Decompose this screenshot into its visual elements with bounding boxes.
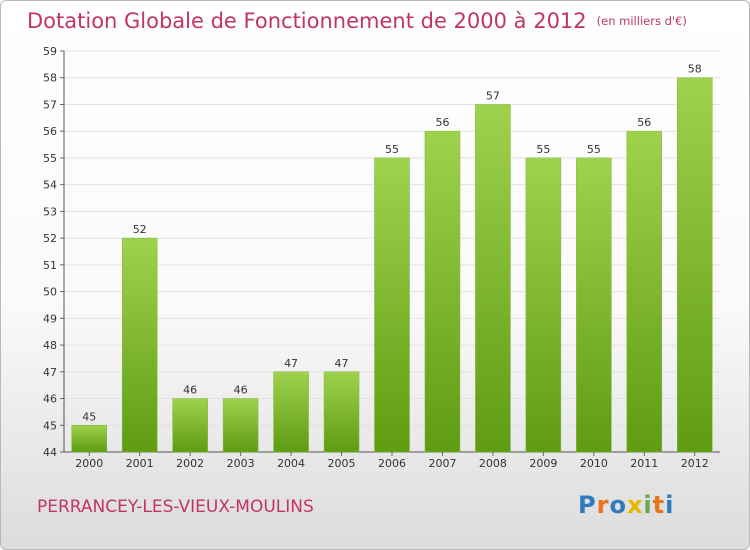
bar-2003: [222, 398, 259, 453]
y-tick-label: 59: [43, 45, 57, 58]
bar-2006: [374, 157, 410, 453]
bar-2007: [424, 130, 461, 453]
y-tick-label: 53: [43, 205, 57, 218]
y-tick-label: 58: [43, 72, 57, 85]
chart-title: Dotation Globale de Fonctionnement de 20…: [27, 9, 687, 33]
bar-2010: [576, 157, 612, 453]
bar-2009: [525, 157, 562, 453]
bar-2004: [273, 371, 309, 453]
bar-2001: [121, 237, 158, 453]
y-tick-label: 47: [43, 366, 57, 379]
x-tick-label-2003: 2003: [227, 457, 255, 470]
value-label-2005: 47: [335, 357, 349, 370]
y-tick-label: 57: [43, 98, 57, 111]
y-tick-label: 44: [43, 446, 57, 459]
bar-2000: [71, 425, 107, 453]
x-tick-label-2012: 2012: [681, 457, 709, 470]
value-label-2001: 52: [133, 223, 147, 236]
x-tick-label-2002: 2002: [176, 457, 204, 470]
x-tick-label-2011: 2011: [630, 457, 658, 470]
value-label-2003: 46: [234, 384, 248, 397]
y-tick-label: 49: [43, 312, 57, 325]
y-tick-label: 51: [43, 259, 57, 272]
bar-2005: [323, 371, 360, 453]
x-tick-label-2006: 2006: [378, 457, 406, 470]
y-tick-label: 46: [43, 393, 57, 406]
x-tick-label-2008: 2008: [479, 457, 507, 470]
y-tick-label: 45: [43, 419, 57, 432]
y-tick-label: 48: [43, 339, 57, 352]
bar-2008: [475, 104, 511, 453]
bar-2002: [172, 398, 208, 453]
y-tick-label: 55: [43, 152, 57, 165]
value-label-2008: 57: [486, 89, 500, 102]
value-label-2000: 45: [82, 410, 96, 423]
value-label-2006: 55: [385, 143, 399, 156]
x-tick-label-2010: 2010: [580, 457, 608, 470]
x-tick-label-2000: 2000: [75, 457, 103, 470]
x-tick-label-2009: 2009: [529, 457, 557, 470]
proxiti-logo: Proxiti: [578, 491, 675, 519]
value-label-2009: 55: [536, 143, 550, 156]
value-label-2010: 55: [587, 143, 601, 156]
y-tick-label: 50: [43, 286, 57, 299]
y-tick-label: 56: [43, 125, 57, 138]
chart-title-text: Dotation Globale de Fonctionnement de 20…: [27, 9, 587, 33]
value-label-2002: 46: [183, 384, 197, 397]
value-label-2007: 56: [435, 116, 449, 129]
x-tick-label-2001: 2001: [126, 457, 154, 470]
commune-name: PERRANCEY-LES-VIEUX-MOULINS: [37, 497, 314, 517]
y-tick-label: 54: [43, 179, 57, 192]
value-label-2012: 58: [688, 63, 702, 76]
chart-unit: (en milliers d'€): [596, 14, 687, 28]
bar-2012: [677, 77, 713, 453]
x-tick-label-2004: 2004: [277, 457, 305, 470]
bar-2011: [626, 130, 663, 453]
x-tick-label-2005: 2005: [328, 457, 356, 470]
x-tick-label-2007: 2007: [428, 457, 456, 470]
value-label-2004: 47: [284, 357, 298, 370]
value-label-2011: 56: [637, 116, 651, 129]
y-tick-label: 52: [43, 232, 57, 245]
